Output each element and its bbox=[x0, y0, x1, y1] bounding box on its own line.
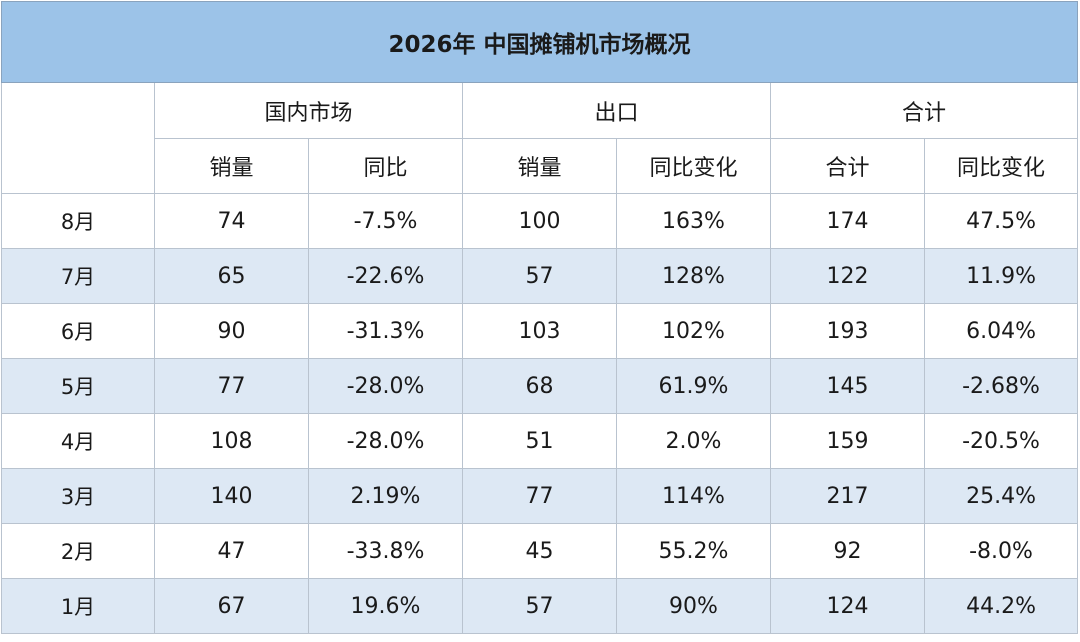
export-sales-cell: 68 bbox=[462, 358, 617, 414]
month-cell: 5月 bbox=[1, 358, 155, 414]
month-cell: 6月 bbox=[1, 303, 155, 359]
sub-header-row: 销量 同比 销量 同比变化 合计 同比变化 bbox=[2, 138, 1079, 194]
table-row: 2月 47 -33.8% 45 55.2% 92 -8.0% bbox=[1, 523, 1079, 579]
month-cell: 1月 bbox=[1, 578, 155, 634]
total-yoy-cell: -2.68% bbox=[923, 358, 1079, 414]
subheader-domestic-sales: 销量 bbox=[154, 138, 309, 194]
domestic-yoy-cell: -28.0% bbox=[308, 413, 463, 469]
total-cell: 193 bbox=[770, 303, 925, 359]
total-yoy-cell: -20.5% bbox=[923, 413, 1079, 469]
total-cell: 124 bbox=[770, 578, 925, 634]
domestic-yoy-cell: 2.19% bbox=[308, 468, 463, 524]
subheader-export-sales: 销量 bbox=[462, 138, 617, 194]
export-sales-cell: 45 bbox=[462, 523, 617, 579]
group-header-total: 合计 bbox=[769, 82, 1079, 139]
total-cell: 145 bbox=[770, 358, 925, 414]
domestic-sales-cell: 67 bbox=[154, 578, 309, 634]
table-row: 5月 77 -28.0% 68 61.9% 145 -2.68% bbox=[1, 358, 1079, 414]
export-yoy-cell: 102% bbox=[616, 303, 771, 359]
export-sales-cell: 103 bbox=[462, 303, 617, 359]
export-yoy-cell: 128% bbox=[616, 248, 771, 304]
total-yoy-cell: 6.04% bbox=[923, 303, 1079, 359]
total-yoy-cell: 11.9% bbox=[923, 248, 1079, 304]
domestic-sales-cell: 74 bbox=[154, 193, 309, 249]
group-header-row: 国内市场 出口 合计 bbox=[1, 82, 1079, 194]
table-row: 6月 90 -31.3% 103 102% 193 6.04% bbox=[1, 303, 1079, 359]
domestic-yoy-cell: -31.3% bbox=[308, 303, 463, 359]
export-sales-cell: 100 bbox=[462, 193, 617, 249]
table-row: 4月 108 -28.0% 51 2.0% 159 -20.5% bbox=[1, 413, 1079, 469]
domestic-sales-cell: 108 bbox=[154, 413, 309, 469]
export-yoy-cell: 114% bbox=[616, 468, 771, 524]
domestic-yoy-cell: -22.6% bbox=[308, 248, 463, 304]
total-yoy-cell: 47.5% bbox=[923, 193, 1079, 249]
total-cell: 159 bbox=[770, 413, 925, 469]
export-sales-cell: 57 bbox=[462, 578, 617, 634]
total-yoy-cell: 25.4% bbox=[923, 468, 1079, 524]
export-yoy-cell: 2.0% bbox=[616, 413, 771, 469]
export-sales-cell: 57 bbox=[462, 248, 617, 304]
domestic-sales-cell: 65 bbox=[154, 248, 309, 304]
table-title: 2026年 中国摊铺机市场概况 bbox=[0, 1, 1079, 83]
subheader-export-yoy: 同比变化 bbox=[616, 138, 771, 194]
subheader-domestic-yoy: 同比 bbox=[308, 138, 463, 194]
domestic-yoy-cell: 19.6% bbox=[308, 578, 463, 634]
month-cell: 3月 bbox=[1, 468, 155, 524]
export-yoy-cell: 55.2% bbox=[616, 523, 771, 579]
month-header-cell bbox=[1, 82, 155, 194]
domestic-yoy-cell: -7.5% bbox=[308, 193, 463, 249]
table-row: 3月 140 2.19% 77 114% 217 25.4% bbox=[1, 468, 1079, 524]
subheader-total-sum: 合计 bbox=[770, 138, 925, 194]
domestic-sales-cell: 90 bbox=[154, 303, 309, 359]
subheader-total-yoy: 同比变化 bbox=[923, 138, 1079, 194]
domestic-sales-cell: 77 bbox=[154, 358, 309, 414]
group-header-export: 出口 bbox=[462, 82, 771, 139]
total-cell: 174 bbox=[770, 193, 925, 249]
domestic-sales-cell: 47 bbox=[154, 523, 309, 579]
table-row: 1月 67 19.6% 57 90% 124 44.2% bbox=[1, 578, 1079, 634]
total-cell: 92 bbox=[770, 523, 925, 579]
total-cell: 217 bbox=[770, 468, 925, 524]
month-cell: 2月 bbox=[1, 523, 155, 579]
export-sales-cell: 77 bbox=[462, 468, 617, 524]
export-yoy-cell: 90% bbox=[616, 578, 771, 634]
table-row: 7月 65 -22.6% 57 128% 122 11.9% bbox=[1, 248, 1079, 304]
table-row: 8月 74 -7.5% 100 163% 174 47.5% bbox=[1, 193, 1079, 249]
export-yoy-cell: 163% bbox=[616, 193, 771, 249]
total-yoy-cell: -8.0% bbox=[923, 523, 1079, 579]
title-row: 2026年 中国摊铺机市场概况 bbox=[0, 1, 1079, 83]
month-cell: 8月 bbox=[1, 193, 155, 249]
total-cell: 122 bbox=[770, 248, 925, 304]
export-sales-cell: 51 bbox=[462, 413, 617, 469]
export-yoy-cell: 61.9% bbox=[616, 358, 771, 414]
domestic-sales-cell: 140 bbox=[154, 468, 309, 524]
domestic-yoy-cell: -28.0% bbox=[308, 358, 463, 414]
month-cell: 4月 bbox=[1, 413, 155, 469]
group-header-domestic: 国内市场 bbox=[154, 82, 463, 139]
month-cell: 7月 bbox=[1, 248, 155, 304]
domestic-yoy-cell: -33.8% bbox=[308, 523, 463, 579]
total-yoy-cell: 44.2% bbox=[923, 578, 1079, 634]
